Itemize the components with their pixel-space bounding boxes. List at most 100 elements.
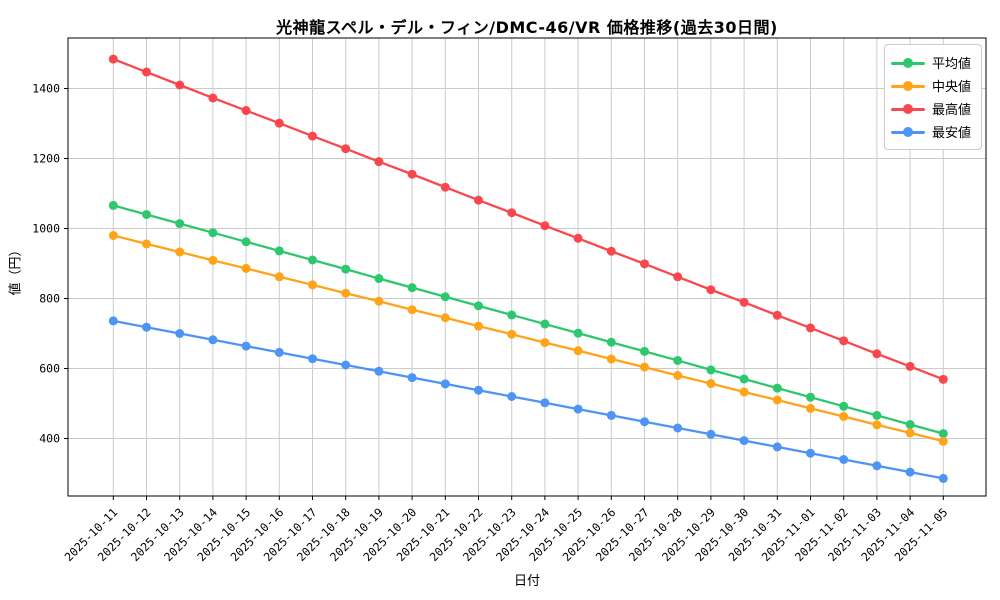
series-point-median — [772, 395, 782, 405]
series-point-median — [806, 403, 815, 413]
series-point-median — [839, 411, 849, 421]
series-point-min — [573, 404, 583, 414]
series-point-avg — [606, 337, 616, 347]
series-point-avg — [706, 365, 716, 375]
series-point-median — [274, 272, 284, 282]
series-point-median — [872, 420, 882, 430]
series-point-max — [142, 67, 151, 77]
series-point-max — [440, 182, 450, 192]
series-point-min — [274, 347, 284, 357]
series-point-max — [573, 233, 583, 243]
series-point-min — [474, 385, 483, 395]
series-point-median — [407, 305, 417, 315]
series-point-min — [341, 360, 351, 370]
legend-item-avg: 平均値 — [891, 51, 981, 74]
series-line-avg — [112, 204, 944, 435]
series-point-median — [440, 313, 450, 323]
series-point-median — [175, 247, 185, 257]
series-point-median — [507, 329, 517, 339]
series-point-min — [440, 379, 450, 389]
series-point-min — [175, 329, 185, 338]
series-point-median — [938, 436, 948, 446]
series-point-max — [208, 93, 218, 103]
series-point-max — [108, 54, 118, 64]
series-point-avg — [872, 410, 882, 420]
legend-marker-max-icon — [891, 103, 925, 115]
legend-marker-median-icon — [891, 80, 925, 92]
series-point-median — [308, 280, 317, 290]
series-point-median — [673, 371, 683, 380]
series-point-median — [474, 321, 483, 331]
series-point-min — [938, 473, 948, 483]
series-point-avg — [474, 301, 483, 311]
series-point-median — [108, 231, 118, 240]
legend-marker-min-icon — [891, 126, 925, 138]
series-point-min — [806, 448, 815, 458]
series-point-avg — [573, 328, 583, 338]
series-point-min — [673, 423, 683, 433]
series-point-min — [241, 341, 251, 351]
series-point-max — [872, 349, 882, 359]
series-point-avg — [673, 355, 683, 365]
series-point-avg — [905, 420, 915, 429]
series-point-min — [507, 392, 517, 401]
y-tick-label: 1000 — [32, 222, 60, 236]
y-tick-label: 600 — [39, 362, 60, 376]
series-point-min — [839, 455, 849, 464]
legend-marker-avg-icon — [891, 57, 925, 69]
series-point-avg — [839, 401, 849, 411]
series-point-max — [374, 157, 384, 167]
y-tick-label: 1200 — [32, 152, 60, 166]
series-point-max — [175, 80, 185, 90]
series-point-median — [241, 263, 251, 273]
series-point-max — [474, 195, 483, 205]
y-tick-label: 1400 — [32, 82, 60, 96]
series-point-max — [640, 259, 649, 269]
series-point-avg — [440, 292, 450, 302]
series-point-max — [308, 131, 317, 141]
series-point-median — [573, 346, 583, 356]
series-point-median — [606, 354, 616, 364]
series-point-max — [706, 285, 716, 295]
series-point-avg — [208, 228, 218, 238]
chart-title: 光神龍スペル・デル・フィン/DMC-46/VR 価格推移(過去30日間) — [276, 18, 778, 37]
series-point-avg — [241, 237, 251, 247]
legend: 平均値 中央値 最高値 最安値 — [884, 44, 982, 150]
series-point-avg — [806, 392, 815, 402]
series-point-avg — [341, 264, 351, 274]
series-point-avg — [772, 383, 782, 393]
y-tick-label: 800 — [39, 292, 60, 306]
series-point-median — [374, 296, 384, 306]
legend-item-min: 最安値 — [891, 120, 981, 143]
series-point-avg — [407, 283, 417, 293]
series-point-avg — [108, 200, 118, 210]
series-point-avg — [374, 274, 384, 284]
series-point-median — [706, 379, 716, 389]
series-line-max — [112, 58, 944, 381]
legend-label-min: 最安値 — [932, 126, 972, 141]
x-axis-label: 日付 — [513, 574, 540, 589]
legend-item-max: 最高値 — [891, 97, 981, 120]
series-point-max — [241, 106, 251, 116]
series-point-min — [739, 436, 749, 446]
series-point-min — [640, 417, 649, 427]
series-point-min — [872, 461, 882, 471]
series-point-median — [739, 387, 749, 397]
series-point-min — [606, 410, 616, 420]
series-point-max — [806, 323, 815, 333]
series-point-avg — [739, 374, 749, 384]
series-line-min — [113, 319, 944, 480]
series-point-max — [540, 221, 550, 231]
series-point-avg — [640, 346, 649, 356]
series-point-max — [938, 374, 948, 384]
series-point-median — [341, 288, 351, 298]
series-line-median — [113, 234, 944, 443]
series-point-median — [142, 239, 151, 249]
series-point-max — [673, 272, 683, 282]
series-point-max — [606, 246, 616, 256]
series-point-max — [407, 169, 417, 179]
legend-label-avg: 平均値 — [932, 57, 972, 72]
series-point-median — [540, 338, 550, 348]
series-point-max — [839, 336, 849, 346]
